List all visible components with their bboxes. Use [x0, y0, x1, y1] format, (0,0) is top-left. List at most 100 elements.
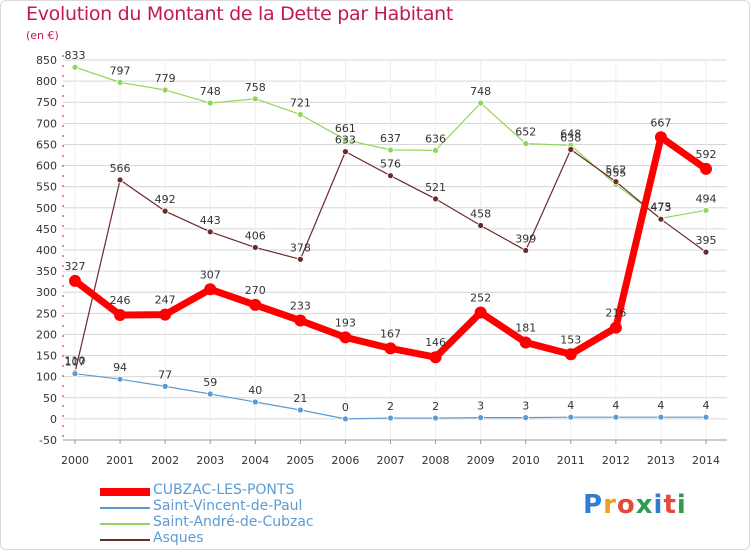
data-point	[251, 244, 259, 251]
data-label: 193	[335, 316, 356, 329]
data-point	[429, 351, 442, 364]
data-label: 395	[696, 234, 717, 247]
data-label: 4	[657, 399, 664, 412]
data-point	[206, 390, 214, 398]
data-label: 40	[248, 384, 262, 397]
data-point	[251, 398, 259, 406]
data-label: 77	[158, 368, 172, 381]
data-point	[387, 172, 394, 180]
data-label: 2	[432, 400, 439, 413]
data-label: 592	[696, 148, 717, 161]
chart-title: Evolution du Montant de la Dette par Hab…	[26, 3, 454, 25]
legend-swatch	[100, 523, 150, 525]
legend-swatch	[100, 488, 150, 496]
legend-label: Saint-Vincent-de-Paul	[153, 498, 303, 514]
data-point	[612, 413, 620, 421]
legend-label: CUBZAC-LES-PONTS	[153, 482, 295, 498]
data-point	[522, 140, 530, 148]
brand-logo: Proxiti	[583, 490, 687, 520]
data-label: 327	[65, 260, 86, 273]
data-point	[342, 148, 349, 156]
y-tick-label: 350	[36, 265, 57, 278]
data-point	[519, 336, 532, 349]
y-tick-label: 850	[36, 54, 57, 67]
data-point	[567, 413, 575, 421]
x-tick-label: 2014	[692, 454, 720, 467]
data-label: 576	[380, 158, 401, 171]
data-label: 494	[696, 192, 717, 205]
x-tick-label: 2013	[647, 454, 675, 467]
data-label: 636	[425, 132, 446, 145]
data-label: 492	[155, 193, 176, 206]
data-point	[116, 78, 124, 86]
data-point	[116, 176, 124, 184]
x-tick-label: 2011	[557, 454, 585, 467]
data-point	[339, 331, 352, 344]
legend-swatch	[100, 507, 150, 509]
y-tick-label: 400	[36, 244, 57, 257]
data-point	[71, 370, 79, 378]
data-point	[702, 248, 710, 256]
data-label: 307	[200, 268, 221, 281]
y-axis-unit-label: (en €)	[26, 29, 59, 42]
data-point	[522, 414, 530, 422]
data-point	[477, 99, 485, 107]
legend-label: Saint-André-de-Cubzac	[153, 514, 314, 530]
data-point	[700, 162, 712, 175]
data-label: 562	[605, 164, 626, 177]
data-label: 246	[110, 294, 131, 307]
data-label: 0	[342, 401, 349, 414]
data-label: 637	[380, 132, 401, 145]
data-label: 648	[560, 127, 581, 140]
data-point	[161, 382, 169, 390]
x-tick-label: 2004	[241, 454, 269, 467]
y-tick-label: 600	[36, 160, 57, 173]
x-tick-label: 2006	[331, 454, 359, 467]
data-point	[71, 63, 79, 71]
data-point	[114, 309, 127, 322]
data-label: 94	[113, 361, 127, 374]
data-point	[294, 314, 307, 327]
data-label: 59	[203, 376, 217, 389]
y-tick-label: 250	[36, 307, 57, 320]
data-label: 233	[290, 300, 311, 313]
data-point	[249, 298, 262, 311]
data-label: 181	[515, 321, 536, 334]
data-label: 3	[522, 400, 529, 413]
data-label: 758	[245, 81, 266, 94]
data-point	[477, 222, 485, 229]
x-tick-label: 2009	[467, 454, 495, 467]
data-label: 443	[200, 214, 221, 227]
data-point	[387, 414, 394, 422]
data-label: 721	[290, 96, 311, 109]
x-tick-label: 2012	[602, 454, 630, 467]
data-label: 247	[155, 294, 176, 307]
data-point	[384, 342, 397, 355]
data-point	[159, 308, 172, 321]
data-label: 146	[425, 336, 446, 349]
data-point	[296, 406, 304, 414]
data-label: 652	[515, 126, 536, 139]
data-label: 633	[335, 134, 356, 147]
x-tick-label: 2007	[377, 454, 405, 467]
x-tick-label: 2008	[422, 454, 450, 467]
x-tick-label: 2001	[106, 454, 134, 467]
data-point	[432, 146, 439, 154]
data-point	[702, 206, 710, 214]
y-tick-label: 450	[36, 223, 57, 236]
y-tick-label: 700	[36, 117, 57, 130]
data-point	[342, 415, 349, 423]
data-point	[567, 146, 575, 153]
y-tick-label: 650	[36, 138, 57, 151]
data-label: 107	[65, 356, 86, 369]
data-label: 473	[650, 201, 671, 214]
legend-label: Asques	[153, 530, 204, 546]
data-label: 566	[110, 162, 131, 175]
data-label: 2	[387, 400, 394, 413]
y-tick-label: 300	[36, 286, 57, 299]
data-label: 252	[470, 291, 491, 304]
data-label: 21	[293, 392, 307, 405]
data-point	[654, 131, 667, 144]
data-point	[477, 414, 485, 422]
